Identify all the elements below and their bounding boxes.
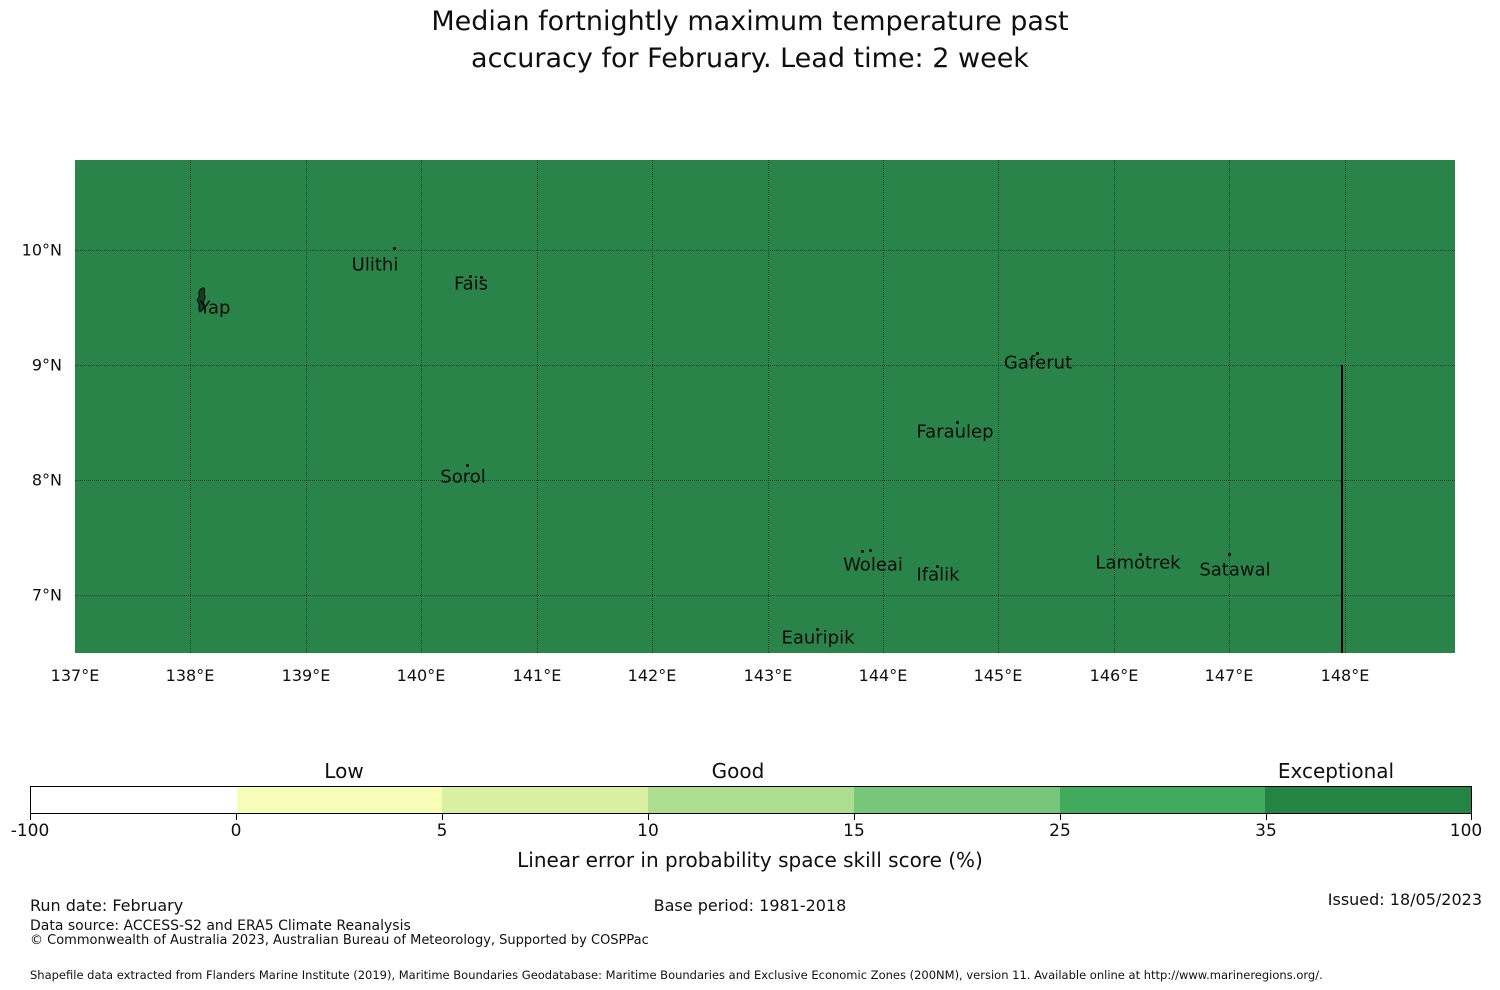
data-source-text: Data source: ACCESS-S2 and ERA5 Climate … [30,918,411,934]
gridline-9n [75,365,1455,366]
eez-boundary-line [1341,365,1343,653]
x-tick-144e: 144°E [858,666,908,685]
colorbar-tick-15: 15 [843,821,865,841]
island-label-ulithi: Ulithi [351,254,399,276]
island-label-satawal: Satawal [1199,559,1271,581]
gridline-141e [537,160,538,653]
colorbar-segment-4 [648,787,854,813]
x-tick-141e: 141°E [512,666,562,685]
fais-island-dot-2 [480,276,483,279]
island-label-eauripik: Eauripik [781,627,855,649]
map-region: Yap Ulithi Fais Sorol Gaferut Faraulep W… [75,160,1455,653]
colorbar-tick-mark [854,814,855,820]
colorbar-tick-0: 0 [230,821,242,841]
colorbar-tick-mark [648,814,649,820]
colorbar-tick-mark [1060,814,1061,820]
base-period-text: Base period: 1981-2018 [653,896,847,915]
colorbar-tick-100: 100 [1449,821,1483,841]
gridline-143e [768,160,769,653]
woleai-island-dot-2 [869,549,872,552]
colorbar-tick-neg100: -100 [10,821,50,841]
y-tick-10n: 10°N [21,240,62,260]
island-label-fais: Fais [453,273,489,295]
gridline-8n [75,480,1455,481]
x-tick-137e: 137°E [50,666,100,685]
sorol-island-dot [466,464,469,467]
colorbar-segment-7 [1265,787,1472,813]
yap-island-shape [196,287,206,313]
island-label-ifalik: Ifalik [916,564,960,586]
chart-title-line2: accuracy for February. Lead time: 2 week [471,43,1029,74]
woleai-island-dot [861,550,864,553]
chart-title-line1: Median fortnightly maximum temperature p… [431,6,1069,37]
y-tick-9n: 9°N [31,355,62,375]
run-date-text: Run date: February [30,896,184,915]
colorbar-tick-mark [236,814,237,820]
shapefile-attribution-text: Shapefile data extracted from Flanders M… [30,968,1323,982]
colorbar-tick-mark [1471,814,1472,820]
colorbar-segment-1 [31,787,237,813]
colorbar-tick-mark [442,814,443,820]
colorbar-segment-5 [853,787,1060,813]
gridline-7n [75,595,1455,596]
faraulep-island-dot [956,421,959,424]
colorbar-segment-6 [1059,787,1266,813]
issued-date-text: Issued: 18/05/2023 [1327,890,1482,909]
x-tick-140e: 140°E [396,666,446,685]
colorbar-category-low: Low [324,759,364,783]
island-label-yap: Yap [199,297,231,319]
gridline-139e [306,160,307,653]
x-tick-148e: 148°E [1320,666,1370,685]
ifalik-island-dot [936,565,939,568]
colorbar-category-exceptional: Exceptional [1277,759,1395,783]
colorbar-tick-mark [1266,814,1267,820]
gridline-145e [998,160,999,653]
lamotrek-island-dot [1139,553,1142,556]
copyright-text: © Commonwealth of Australia 2023, Austra… [30,933,649,948]
island-label-gaferut: Gaferut [1003,352,1073,374]
island-label-faraulep: Faraulep [916,421,994,443]
colorbar-tick-35: 35 [1255,821,1277,841]
gridline-10n [75,250,1455,251]
island-label-lamotrek: Lamotrek [1095,552,1181,574]
island-label-woleai: Woleai [843,554,903,576]
gridline-138e [190,160,191,653]
eauripik-island-dot [816,628,819,631]
chart-title: Median fortnightly maximum temperature p… [0,3,1500,77]
colorbar-segment-3 [442,787,649,813]
gridline-146e [1114,160,1115,653]
x-tick-145e: 145°E [973,666,1023,685]
gridline-142e [652,160,653,653]
x-tick-143e: 143°E [743,666,793,685]
y-tick-7n: 7°N [31,585,62,605]
gaferut-island-dot [1036,352,1039,355]
x-tick-147e: 147°E [1204,666,1254,685]
satawal-island-dot [1228,553,1231,556]
gridline-148e [1345,160,1346,653]
ulithi-island-dot [393,247,396,250]
x-tick-138e: 138°E [165,666,215,685]
gridline-140e [421,160,422,653]
colorbar-tick-25: 25 [1049,821,1071,841]
island-label-sorol: Sorol [440,466,486,488]
colorbar-tick-mark [30,814,31,820]
x-tick-142e: 142°E [627,666,677,685]
y-tick-8n: 8°N [31,470,62,490]
colorbar-caption: Linear error in probability space skill … [517,848,983,872]
colorbar [30,786,1472,814]
colorbar-tick-5: 5 [436,821,448,841]
gridline-147e [1229,160,1230,653]
x-tick-146e: 146°E [1089,666,1139,685]
colorbar-category-good: Good [711,759,765,783]
colorbar-tick-10: 10 [637,821,659,841]
x-tick-139e: 139°E [281,666,331,685]
fais-island-dot [469,275,472,278]
colorbar-segment-2 [236,787,443,813]
gridline-144e [883,160,884,653]
